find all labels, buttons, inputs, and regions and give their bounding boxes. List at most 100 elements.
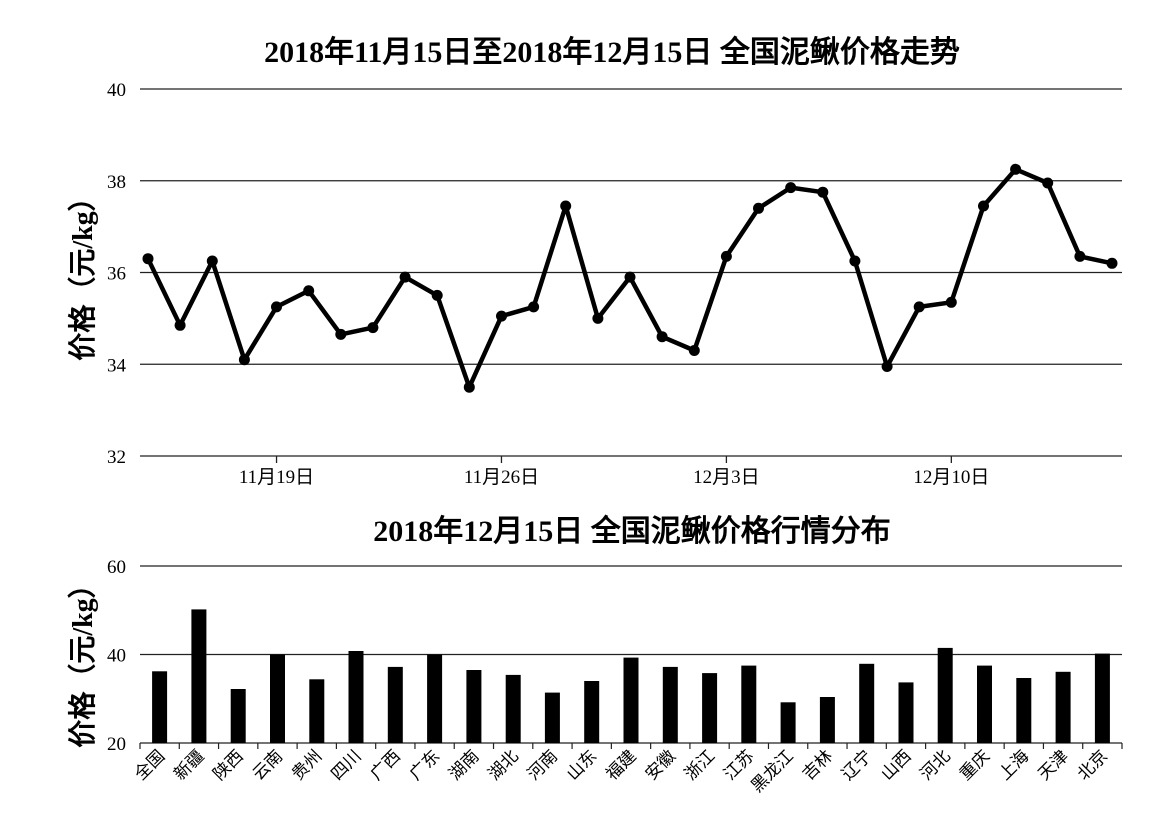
line-chart-point <box>817 186 829 198</box>
line-chart-point <box>592 312 604 324</box>
line-chart-point <box>1106 257 1118 269</box>
line-chart-y-tick-label: 38 <box>107 172 126 193</box>
line-chart-point <box>624 271 636 283</box>
line-chart-y-tick-label: 36 <box>107 264 126 285</box>
line-chart-point <box>913 301 925 313</box>
bar <box>505 674 521 743</box>
line-chart-x-ticks: 11月19日 11月26日 12月3日 12月10日 <box>239 456 989 488</box>
line-chart-point <box>785 182 797 194</box>
bar <box>780 702 796 743</box>
bar <box>584 681 600 743</box>
bar-chart: 2018年12月15日 全国泥鳅价格行情分布 价格（元/kg） 20 40 60 全… <box>66 514 1123 796</box>
line-chart-x-tick-label: 12月10日 <box>913 467 989 488</box>
bar-chart-category-label: 湖南 <box>445 746 482 783</box>
line-chart-y-tick-label: 40 <box>107 80 126 101</box>
line-chart-point <box>1074 250 1086 262</box>
line-chart-point <box>142 253 154 265</box>
bar-chart-category-label: 陕西 <box>210 746 247 783</box>
line-chart-y-tick-labels: 32 34 36 38 40 <box>107 80 127 468</box>
line-chart-point <box>431 289 443 301</box>
bar-chart-category-label: 四川 <box>327 746 364 783</box>
bar <box>1055 671 1071 743</box>
bar-chart-category-label: 新疆 <box>170 746 207 783</box>
bar <box>270 654 285 743</box>
bar-chart-y-tick-label: 40 <box>107 646 126 667</box>
bar-chart-y-axis-label: 价格（元/kg） <box>66 570 99 747</box>
bar-chart-category-label: 黑龙江 <box>747 746 796 795</box>
bar-chart-category-label: 重庆 <box>956 746 993 783</box>
line-chart-point <box>945 296 957 308</box>
bar <box>309 679 325 743</box>
bar-chart-category-label: 湖北 <box>485 746 522 783</box>
line-chart-series <box>142 163 1118 393</box>
line-chart-point <box>399 271 411 283</box>
line-chart-point <box>560 200 572 212</box>
bar <box>898 682 914 743</box>
line-chart-x-tick-label: 11月26日 <box>464 467 539 488</box>
bar-chart-category-label: 广东 <box>406 746 443 783</box>
bar <box>230 689 246 743</box>
bar-chart-category-label: 浙江 <box>681 746 718 783</box>
line-chart-point <box>496 310 507 322</box>
line-chart-point <box>463 381 475 393</box>
bar <box>702 673 718 743</box>
line-chart-point <box>688 345 700 356</box>
bar-chart-category-label: 辽宁 <box>838 746 875 783</box>
line-chart-y-tick-label: 32 <box>107 447 126 468</box>
line-chart-point <box>720 250 732 262</box>
line-chart-point <box>335 328 347 340</box>
bar <box>623 657 639 743</box>
bar <box>152 671 168 743</box>
bar-chart-category-label: 吉林 <box>799 746 836 783</box>
bar-chart-category-label: 福建 <box>602 746 639 783</box>
bar-chart-y-tick-labels: 20 40 60 <box>107 557 126 755</box>
bar-chart-bars <box>152 609 1110 743</box>
bar-chart-category-label: 全国 <box>131 746 168 783</box>
bar <box>741 665 757 743</box>
line-chart-title: 2018年11月15日至2018年12月15日 全国泥鳅价格走势 <box>264 35 960 69</box>
bar-chart-category-label: 天津 <box>1034 746 1071 783</box>
bar-chart-category-label: 贵州 <box>288 746 325 783</box>
bar <box>1016 678 1032 743</box>
line-chart-point <box>174 319 186 331</box>
line-chart-point <box>303 285 315 297</box>
bar-chart-title: 2018年12月15日 全国泥鳅价格行情分布 <box>373 514 891 548</box>
line-chart-point <box>1042 177 1054 189</box>
bar-chart-y-tick-label: 60 <box>107 557 126 578</box>
bar <box>191 609 207 743</box>
bar-chart-category-label: 云南 <box>249 746 286 783</box>
line-chart-point <box>238 354 250 366</box>
line-chart-x-tick-label: 11月19日 <box>239 467 314 488</box>
bar <box>819 697 835 743</box>
line-chart-point <box>206 255 218 267</box>
line-chart-point <box>1010 163 1022 175</box>
line-chart: 2018年11月15日至2018年12月15日 全国泥鳅价格走势 价格（元/kg… <box>66 35 1122 488</box>
bar-chart-category-labels: 全国 新疆 陕西 云南 贵州 四川 广西 广东 湖南 湖北 河南 山东 福建 安徽 浙江 江苏黑龙江 吉林 辽宁山… <box>131 743 1123 796</box>
line-chart-y-axis-label: 价格（元/kg） <box>66 183 99 360</box>
bar-chart-category-label: 山东 <box>563 746 600 783</box>
bar <box>662 666 678 743</box>
bar <box>348 651 364 743</box>
bar <box>859 663 875 743</box>
bar <box>427 654 443 743</box>
line-chart-point <box>881 361 893 372</box>
bar-chart-category-label: 河南 <box>524 746 561 783</box>
bar-chart-category-label: 河北 <box>917 746 954 783</box>
line-chart-point <box>753 202 764 214</box>
line-chart-point <box>849 255 861 267</box>
bar-chart-y-tick-label: 20 <box>107 734 126 755</box>
bar-chart-category-label: 北京 <box>1074 746 1111 783</box>
line-chart-x-tick-label: 12月3日 <box>693 467 760 488</box>
bar <box>937 647 953 743</box>
line-chart-point <box>656 331 668 343</box>
bar-chart-category-label: 山西 <box>877 746 914 783</box>
bar-chart-category-label: 广西 <box>367 746 404 783</box>
line-chart-point <box>367 322 379 334</box>
bar <box>466 670 482 743</box>
bar <box>387 666 403 743</box>
bar-chart-category-label: 上海 <box>995 746 1032 783</box>
bar <box>977 665 992 743</box>
line-chart-y-tick-label: 34 <box>107 355 127 376</box>
